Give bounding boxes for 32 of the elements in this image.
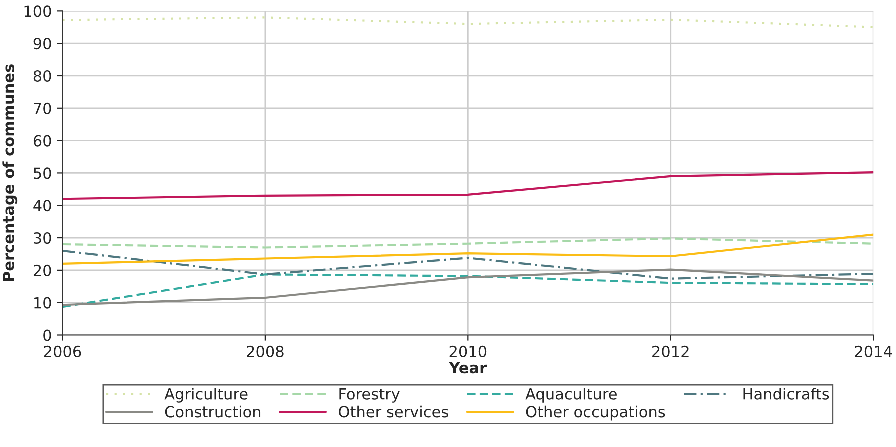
legend-label: Construction (165, 406, 261, 418)
line-series (62, 268, 874, 306)
y-tick-label: 70 (34, 102, 52, 114)
legend-label: Handicrafts (744, 388, 830, 400)
legend-label: Forestry (340, 388, 400, 403)
legend-label: Other services (339, 406, 448, 418)
y-tick-label: 80 (34, 70, 52, 82)
x-tick-label: 2012 (652, 346, 689, 358)
legend-label: Agriculture (164, 388, 248, 403)
y-tick-label: 10 (34, 297, 52, 309)
x-tick-label: 2006 (44, 346, 82, 358)
line-series (62, 234, 874, 265)
line-series (62, 238, 874, 249)
y-tick-label: 40 (34, 200, 52, 212)
y-tick-label: 60 (34, 135, 52, 147)
line-series (62, 172, 874, 200)
legend-label: Other occupations (526, 406, 666, 421)
line-series (62, 274, 874, 308)
y-tick-label: 20 (34, 264, 52, 276)
x-tick-label: 2008 (247, 346, 284, 358)
y-tick-label: 100 (24, 6, 52, 18)
x-tick-label: 2010 (450, 346, 487, 358)
y-tick-label: 50 (34, 168, 52, 180)
line-series (62, 16, 874, 28)
y-tick-label: 90 (34, 38, 52, 50)
y-tick-label: 0 (44, 330, 52, 342)
x-tick-label: 2014 (855, 346, 892, 358)
line-series (62, 250, 874, 280)
legend-label: Aquaculture (526, 388, 617, 403)
y-tick-label: 30 (34, 232, 52, 244)
x-axis-title: Year (449, 362, 488, 374)
y-axis-title: Percentage of communes (2, 64, 18, 282)
